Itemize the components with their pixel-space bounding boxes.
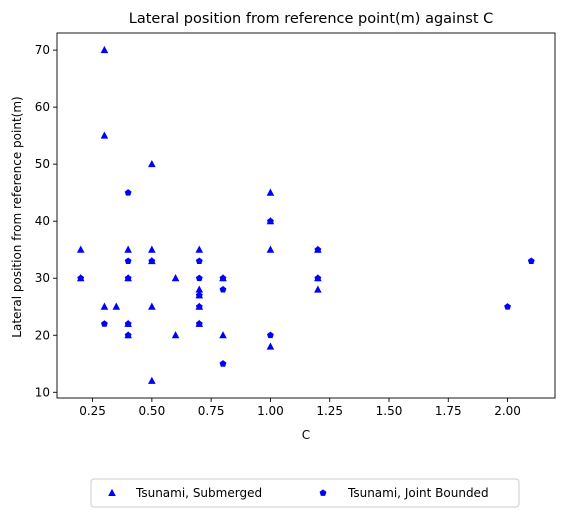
legend-label-submerged: Tsunami, Submerged bbox=[135, 486, 262, 500]
point-submerged bbox=[195, 245, 204, 253]
point-submerged bbox=[195, 285, 204, 293]
point-joint-bounded bbox=[267, 331, 274, 339]
y-tick-label: 70 bbox=[35, 43, 50, 57]
point-submerged bbox=[148, 376, 156, 384]
point-joint-bounded bbox=[195, 303, 203, 310]
y-tick-label: 50 bbox=[35, 157, 50, 171]
point-joint-bounded bbox=[77, 274, 85, 282]
legend: Tsunami, Submerged Tsunami, Joint Bounde… bbox=[90, 478, 520, 508]
point-joint-bounded bbox=[124, 331, 132, 339]
y-tick-label: 60 bbox=[35, 100, 50, 114]
legend-marker-joint-bounded bbox=[319, 489, 327, 496]
point-submerged bbox=[171, 274, 180, 282]
x-tick-label: 1.25 bbox=[316, 404, 343, 418]
point-joint-bounded bbox=[219, 360, 227, 367]
plot-area: 0.25 0.50 0.75 1.00 1.25 1.50 1.75 2.00 10 20 30 40… bbox=[35, 32, 556, 418]
point-joint-bounded bbox=[219, 286, 227, 293]
x-tick-label: 0.50 bbox=[138, 404, 165, 418]
point-joint-bounded bbox=[314, 274, 322, 282]
point-joint-bounded bbox=[124, 257, 132, 265]
point-submerged bbox=[148, 302, 156, 310]
point-joint-bounded bbox=[267, 217, 274, 225]
point-submerged bbox=[148, 159, 156, 168]
point-submerged bbox=[100, 131, 109, 139]
x-tick-label: 2.00 bbox=[494, 404, 521, 418]
legend-pentagon-icon bbox=[319, 489, 327, 496]
point-submerged bbox=[100, 45, 109, 54]
y-axis-label: Lateral position from reference point(m) bbox=[10, 96, 24, 337]
point-submerged bbox=[266, 188, 275, 196]
point-submerged bbox=[219, 331, 227, 339]
point-joint-bounded bbox=[148, 257, 156, 265]
point-joint-bounded bbox=[101, 320, 108, 327]
point-joint-bounded bbox=[195, 320, 203, 327]
x-tick-label: 0.25 bbox=[79, 404, 106, 418]
point-joint-bounded bbox=[219, 274, 227, 282]
point-joint-bounded bbox=[504, 303, 511, 310]
legend-label-joint-bounded: Tsunami, Joint Bounded bbox=[347, 486, 489, 500]
x-tick-label: 1.50 bbox=[376, 404, 403, 418]
point-joint-bounded bbox=[124, 320, 132, 327]
legend-triangle-icon bbox=[108, 488, 116, 496]
axes-frame bbox=[56, 32, 556, 399]
y-tick-label: 10 bbox=[35, 385, 50, 399]
point-joint-bounded bbox=[527, 257, 535, 265]
point-joint-bounded bbox=[314, 246, 322, 253]
point-submerged bbox=[76, 245, 85, 253]
y-tick-label: 30 bbox=[35, 271, 50, 285]
point-submerged bbox=[124, 245, 132, 253]
point-joint-bounded bbox=[195, 274, 203, 282]
legend-box bbox=[90, 478, 520, 508]
point-submerged bbox=[266, 342, 275, 350]
y-tick-label: 20 bbox=[35, 328, 50, 342]
point-joint-bounded bbox=[124, 189, 132, 196]
point-submerged bbox=[314, 285, 322, 293]
point-joint-bounded bbox=[124, 274, 132, 282]
point-submerged bbox=[148, 245, 156, 253]
x-tick-label: 1.00 bbox=[257, 404, 284, 418]
point-submerged bbox=[266, 245, 275, 253]
point-joint-bounded bbox=[195, 257, 203, 265]
x-tick-label: 1.75 bbox=[435, 404, 462, 418]
chart-title: Lateral position from reference point(m)… bbox=[129, 11, 494, 27]
x-tick-label: 0.75 bbox=[198, 404, 225, 418]
point-joint-bounded bbox=[195, 291, 203, 299]
x-axis-label: C bbox=[302, 428, 310, 442]
point-submerged bbox=[171, 331, 180, 339]
legend-marker-submerged bbox=[108, 488, 116, 496]
point-submerged bbox=[112, 302, 121, 310]
point-submerged bbox=[100, 302, 109, 310]
y-tick-label: 40 bbox=[35, 214, 50, 228]
